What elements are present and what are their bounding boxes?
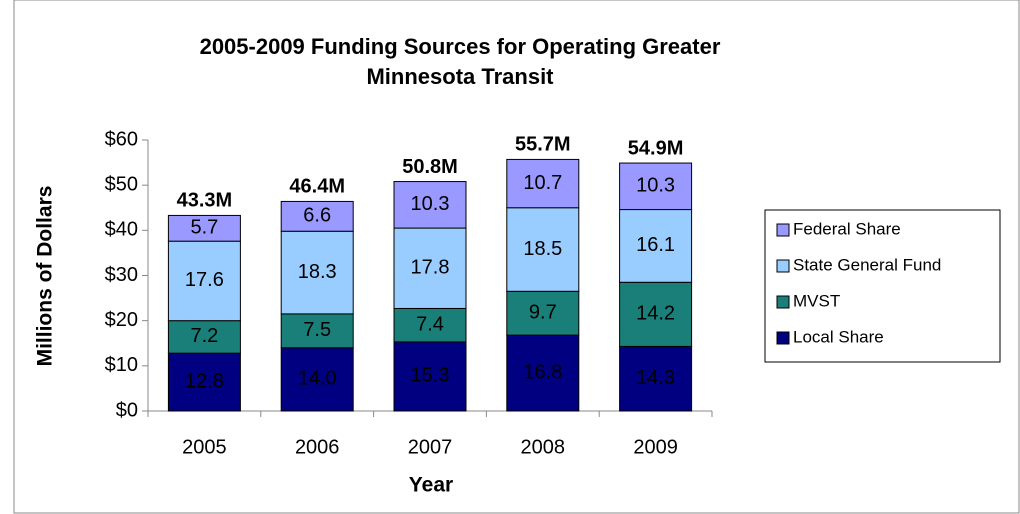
bar-segment — [393, 181, 467, 229]
bar-segment — [280, 313, 354, 349]
y-tick-label: $20 — [105, 309, 138, 331]
value-label: 16.1 — [636, 234, 675, 256]
x-tick-label: 2007 — [408, 436, 453, 458]
value-label: 10.3 — [636, 175, 675, 197]
bar-segment — [506, 334, 580, 412]
legend-label: Local Share — [793, 327, 884, 346]
y-tick-label: $10 — [105, 354, 138, 376]
value-label: 9.7 — [529, 301, 557, 323]
y-tick-label: $60 — [105, 128, 138, 150]
value-label: 7.2 — [190, 325, 218, 347]
value-label: 12.8 — [185, 370, 224, 392]
legend-label: State General Fund — [793, 255, 941, 274]
value-label: 17.8 — [411, 257, 450, 279]
x-tick-label: 2006 — [295, 436, 340, 458]
value-label: 15.3 — [411, 365, 450, 387]
legend-swatch — [776, 331, 790, 345]
legend-swatch — [776, 223, 790, 237]
bar-segment — [280, 347, 354, 412]
y-tick-label: $40 — [105, 219, 138, 241]
bar-segment — [167, 352, 241, 412]
x-tick-label: 2009 — [633, 436, 678, 458]
chart-title: 2005-2009 Funding Sources for Operating … — [200, 34, 721, 59]
y-tick-label: $0 — [116, 399, 138, 421]
legend-label: MVST — [793, 291, 840, 310]
value-label: 10.7 — [523, 172, 562, 194]
legend-swatch — [776, 295, 790, 309]
value-label: 14.3 — [636, 367, 675, 389]
value-label: 7.5 — [303, 319, 331, 341]
total-label: 43.3M — [177, 190, 233, 212]
x-tick-label: 2008 — [521, 436, 566, 458]
value-label: 10.3 — [411, 193, 450, 215]
bar-segment — [167, 240, 241, 322]
legend-label: Federal Share — [793, 219, 901, 238]
bar-segment — [619, 209, 693, 283]
total-label: 55.7M — [515, 134, 571, 156]
value-label: 14.0 — [298, 368, 337, 390]
legend-box — [764, 209, 1001, 363]
value-label: 14.2 — [636, 303, 675, 325]
bar-segment — [506, 158, 580, 209]
value-label: 16.8 — [523, 361, 562, 383]
total-label: 50.8M — [402, 156, 458, 178]
bar-segment — [506, 207, 580, 292]
value-label: 7.4 — [416, 313, 444, 335]
bar-segment — [167, 320, 241, 354]
total-label: 46.4M — [289, 176, 345, 198]
bar-segment — [619, 281, 693, 347]
total-label: 54.9M — [628, 137, 684, 159]
chart-subtitle: Minnesota Transit — [366, 64, 554, 89]
bar-segment — [619, 345, 693, 412]
bar-segment — [280, 200, 354, 232]
value-label: 18.5 — [523, 238, 562, 260]
bar-segment — [393, 341, 467, 412]
value-label: 17.6 — [185, 269, 224, 291]
x-axis-label: Year — [409, 474, 453, 497]
bar-segment — [619, 162, 693, 211]
bar-segment — [167, 214, 241, 242]
bar-segment — [393, 227, 467, 309]
value-label: 6.6 — [303, 205, 331, 227]
value-label: 5.7 — [190, 217, 218, 239]
bar-segment — [393, 307, 467, 343]
x-tick-label: 2005 — [182, 436, 227, 458]
bar-segment — [280, 230, 354, 315]
y-tick-label: $30 — [105, 264, 138, 286]
value-label: 18.3 — [298, 261, 337, 283]
y-axis-label: Millions of Dollars — [34, 186, 57, 367]
legend-swatch — [776, 259, 790, 273]
y-tick-label: $50 — [105, 173, 138, 195]
